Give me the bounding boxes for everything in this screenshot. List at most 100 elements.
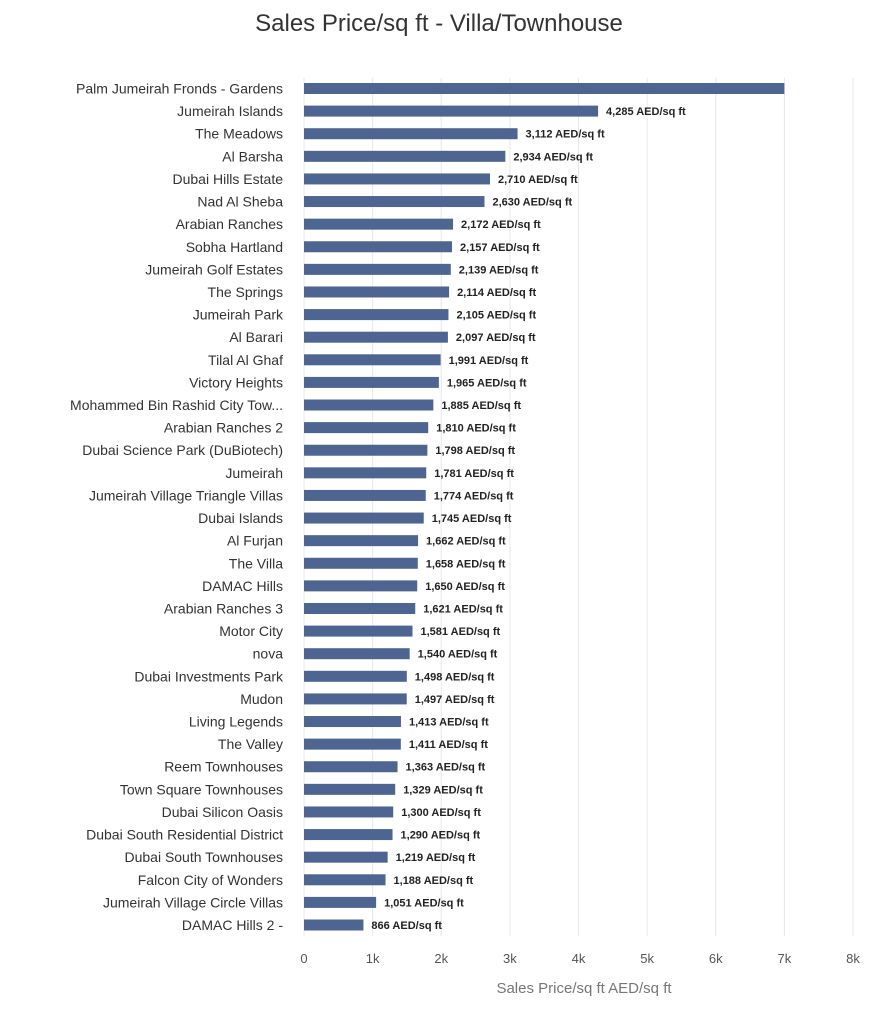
bar[interactable] [304,580,418,592]
category-label: Mohammed Bin Rashid City Tow... [70,397,283,413]
category-label: Nad Al Sheba [197,194,283,210]
category-label: Tilal Al Ghaf [208,352,283,368]
bar[interactable] [304,851,388,863]
x-tick-label: 4k [572,951,586,966]
category-label: Al Barari [229,329,283,345]
bar[interactable] [304,331,448,343]
bar[interactable] [304,761,398,773]
category-label: The Valley [218,736,283,752]
category-label: Falcon City of Wonders [138,872,283,888]
bar[interactable] [304,128,518,140]
category-label: Dubai Silicon Oasis [162,804,283,820]
bar[interactable] [304,309,449,321]
category-label: Dubai Islands [198,510,283,526]
x-tick-label: 7k [778,951,792,966]
category-label: Mudon [240,691,283,707]
bar[interactable] [304,354,441,366]
data-label: 1,662 AED/sq ft [426,536,506,548]
bar[interactable] [304,83,785,94]
category-label: Living Legends [189,714,283,730]
bar[interactable] [304,919,364,931]
bar[interactable] [304,783,396,795]
bar[interactable] [304,693,407,705]
x-axis-ticks: 0 1k 2k 3k 4k 5k 6k 7k 8k [300,951,860,966]
bar[interactable] [304,670,407,682]
category-label: Palm Jumeirah Fronds - Gardens [76,81,283,97]
data-label: 1,658 AED/sq ft [426,558,506,570]
bar[interactable] [304,241,453,253]
data-label: 2,710 AED/sq ft [498,174,578,186]
category-label: Arabian Ranches [176,216,283,232]
data-label: 2,114 AED/sq ft [457,287,536,299]
bar[interactable] [304,829,393,841]
data-label: 2,097 AED/sq ft [456,332,536,344]
bars [304,83,785,931]
category-label: Dubai Science Park (DuBiotech) [82,442,283,458]
bar[interactable] [304,399,434,411]
data-label: 1,290 AED/sq ft [401,830,481,842]
x-tick-label: 5k [640,951,654,966]
category-label: Jumeirah Islands [177,103,283,119]
bar[interactable] [304,896,377,908]
bar[interactable] [304,489,426,501]
bar[interactable] [304,173,490,185]
category-label: Jumeirah Village Triangle Villas [89,487,283,503]
bar[interactable] [304,738,401,750]
bar[interactable] [304,648,410,660]
bar[interactable] [304,150,506,162]
category-label: Victory Heights [189,374,283,390]
data-label: 2,139 AED/sq ft [459,264,539,276]
bar[interactable] [304,512,424,524]
data-label: 1,650 AED/sq ft [425,581,505,593]
bar[interactable] [304,218,454,230]
x-axis-title: Sales Price/sq ft AED/sq ft [496,980,672,997]
data-label: 1,051 AED/sq ft [384,897,464,909]
category-label: Town Square Townhouses [120,781,283,797]
data-label: 3,112 AED/sq ft [526,129,605,141]
bar[interactable] [304,716,401,728]
data-label: 2,934 AED/sq ft [513,151,593,163]
data-label: 1,363 AED/sq ft [406,762,486,774]
bar[interactable] [304,625,413,637]
data-label: 1,991 AED/sq ft [449,355,529,367]
x-tick-label: 0 [300,951,307,966]
data-label: 1,413 AED/sq ft [409,717,489,729]
data-label: 1,810 AED/sq ft [436,423,516,435]
bar[interactable] [304,557,418,569]
x-tick-label: 1k [366,951,380,966]
data-label: 1,300 AED/sq ft [401,807,481,819]
x-tick-label: 6k [709,951,723,966]
category-label: The Villa [229,555,283,571]
data-label: 1,965 AED/sq ft [447,377,527,389]
data-label: 1,498 AED/sq ft [415,671,495,683]
data-label: 1,885 AED/sq ft [441,400,521,412]
category-label: Reem Townhouses [164,759,283,775]
category-label: Jumeirah Golf Estates [145,261,283,277]
bar[interactable] [304,286,450,298]
category-label: Arabian Ranches 2 [164,420,283,436]
bar[interactable] [304,196,485,208]
category-label: Al Barsha [222,148,283,164]
data-label: 4,285 AED/sq ft [606,106,686,118]
category-label: Jumeirah [225,465,283,481]
bar[interactable] [304,422,429,434]
bar[interactable] [304,376,439,388]
bar[interactable] [304,874,386,886]
bar[interactable] [304,263,451,275]
category-labels: Palm Jumeirah Fronds - Gardens Jumeirah I… [70,81,284,934]
bar[interactable] [304,444,428,456]
data-label: 1,621 AED/sq ft [423,603,503,615]
chart-title: Sales Price/sq ft - Villa/Townhouse [255,10,623,37]
x-tick-label: 2k [434,951,448,966]
bar[interactable] [304,535,419,547]
category-label: Dubai South Residential District [86,827,283,843]
bar[interactable] [304,105,599,117]
x-tick-label: 8k [846,951,860,966]
bar[interactable] [304,602,416,614]
category-label: Sobha Hartland [186,239,283,255]
data-label: 2,172 AED/sq ft [461,219,541,231]
data-label: 1,798 AED/sq ft [435,445,515,457]
bar[interactable] [304,467,427,479]
category-label: nova [253,646,284,662]
bar[interactable] [304,806,394,818]
